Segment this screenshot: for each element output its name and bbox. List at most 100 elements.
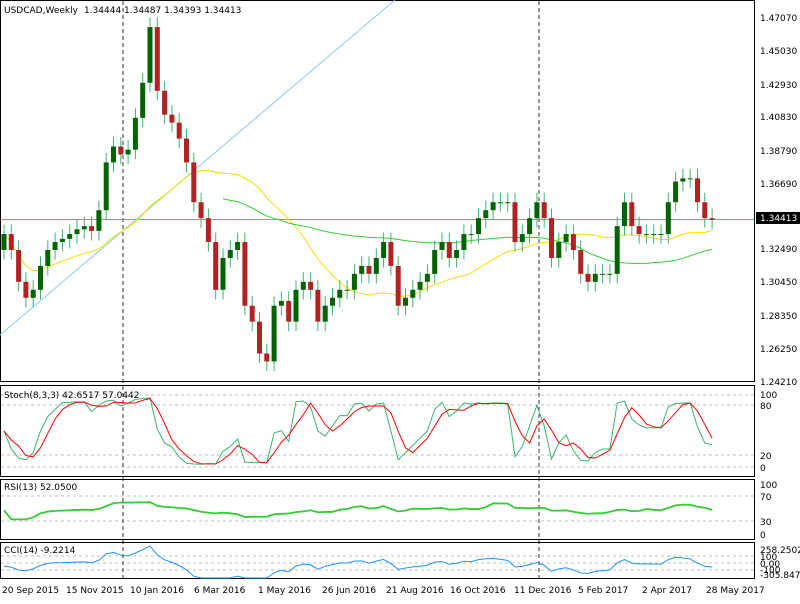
candle-bear — [549, 218, 554, 258]
candle-bull — [622, 202, 627, 227]
time-tick: 10 Jan 2016 — [130, 586, 184, 596]
candle-bear — [23, 281, 29, 298]
candle-bull — [30, 289, 36, 298]
candle-bull — [52, 242, 58, 250]
candle-bull — [227, 249, 233, 258]
candle-bull — [600, 273, 606, 275]
candle-bear — [264, 353, 270, 362]
cci-label: CCI(14) -9.2214 — [4, 546, 76, 556]
candle-bear — [89, 226, 95, 231]
stoch-main-line — [3, 397, 713, 465]
price-tick: 1.40830 — [760, 113, 797, 123]
candle-bear — [636, 226, 642, 235]
stoch-pane[interactable] — [0, 385, 755, 477]
candle-bull — [132, 117, 138, 150]
time-axis: 20 Sep 2015 15 Nov 2015 10 Jan 2016 6 Ma… — [2, 586, 765, 596]
candle-bull — [424, 273, 430, 282]
candle-bull — [410, 289, 416, 298]
price-tick: 1.30450 — [760, 278, 797, 288]
time-tick: 26 Jun 2016 — [322, 586, 376, 596]
candle-bull — [96, 210, 102, 231]
candle-bear — [512, 202, 518, 243]
price-tick: 1.24210 — [760, 378, 797, 388]
stoch-signal-line — [3, 398, 713, 465]
rsi-tick: 30 — [760, 518, 772, 528]
candle-bull — [103, 162, 109, 211]
candle-bull — [687, 178, 693, 180]
candle-bull — [483, 210, 489, 219]
candle-bull — [476, 218, 481, 235]
candle-bear — [191, 162, 197, 203]
candle-bull — [300, 281, 306, 290]
candle-bear — [702, 202, 708, 219]
price-tick: 1.42930 — [760, 81, 797, 91]
time-tick: 1 May 2016 — [258, 586, 311, 596]
candle-bull — [417, 281, 423, 290]
candle-bull — [439, 242, 445, 250]
candle-bull — [344, 289, 350, 291]
candle-bear — [315, 289, 321, 322]
candle-bull — [125, 149, 131, 155]
candle-bear — [242, 242, 248, 306]
candle-bear — [257, 321, 262, 354]
candle-bull — [373, 257, 379, 274]
rsi-tick: 70 — [760, 493, 772, 503]
candle-bull — [563, 234, 569, 243]
candle-bull — [293, 289, 299, 322]
candle-bull — [111, 146, 116, 163]
candle-bear — [184, 138, 189, 163]
candle-bear — [446, 242, 452, 258]
candle-bull — [38, 265, 43, 290]
candle-bear — [213, 242, 219, 290]
time-tick: 15 Nov 2015 — [66, 586, 124, 596]
candle-bull — [614, 226, 620, 274]
time-tick: 20 Sep 2015 — [2, 586, 59, 596]
candle-bull — [673, 181, 679, 203]
rsi-axis: 100 70 30 0 — [760, 481, 777, 541]
time-tick: 28 May 2017 — [706, 586, 765, 596]
candle-bear — [16, 249, 22, 282]
cci-line — [3, 545, 713, 579]
price-pane[interactable] — [0, 0, 755, 382]
price-tick: 1.36690 — [760, 180, 797, 190]
candle-bull — [592, 273, 598, 282]
time-tick: 21 Aug 2016 — [386, 586, 444, 596]
candle-bull — [461, 234, 467, 250]
trend-line — [0, 0, 396, 336]
current-price-marker — [756, 212, 800, 224]
candle-bull — [351, 273, 357, 290]
rsi-pane[interactable] — [0, 479, 755, 540]
price-tick: 1.28350 — [760, 312, 797, 322]
candle-bull — [271, 305, 277, 362]
candle-bear — [578, 249, 584, 274]
candle-bull — [680, 178, 686, 182]
price-tick: 1.45030 — [760, 47, 797, 57]
price-tick: 1.38790 — [760, 147, 797, 157]
candle-bull — [505, 202, 511, 204]
stoch-tick: 100 — [760, 391, 777, 401]
time-tick: 6 Mar 2016 — [194, 586, 246, 596]
candle-bull — [67, 234, 73, 239]
time-tick: 5 Feb 2017 — [578, 586, 628, 596]
price-axis: 1.47070 1.45030 1.42930 1.40830 1.38790 … — [760, 14, 797, 388]
ma-fast-line — [3, 169, 713, 297]
candle-bear — [118, 146, 124, 155]
time-tick: 2 Apr 2017 — [642, 586, 692, 596]
rsi-label: RSI(13) 52.0500 — [4, 483, 77, 493]
stoch-axis: 100 80 20 0 — [760, 391, 777, 474]
price-tick: 1.32490 — [760, 245, 797, 255]
candle-bear — [395, 265, 401, 306]
candle-bull — [651, 234, 657, 236]
candle-bull — [322, 305, 328, 322]
candle-bull — [220, 257, 226, 290]
stoch-tick: 80 — [760, 402, 772, 412]
candle-bull — [556, 242, 562, 258]
candle-bull — [665, 202, 671, 235]
candle-bull — [534, 202, 540, 219]
candle-bull — [278, 300, 284, 306]
cci-axis: 258.2502 100 0.00 -100 -305.8479 — [760, 546, 800, 581]
candle-bull — [643, 234, 649, 236]
candle-bull — [235, 242, 241, 250]
